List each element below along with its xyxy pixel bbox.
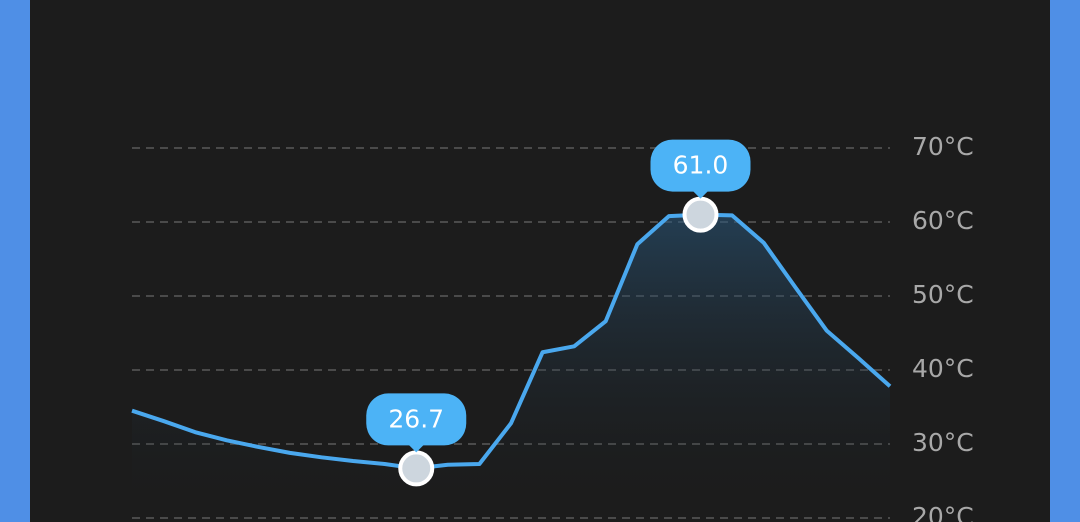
y-tick-label: 40°C [912,354,974,383]
bubble-pointer [408,444,425,453]
y-tick-label: 60°C [912,206,974,235]
line [131,212,892,471]
value-label: 26.7 [388,404,444,433]
y-tick-label: 70°C [912,132,974,161]
value-bubble [650,139,751,192]
y-tick-label: 50°C [912,280,974,309]
value-bubble [366,393,467,446]
point-marker [398,450,435,487]
area [132,214,890,518]
bubble-pointer [692,190,709,199]
point-marker [682,196,719,233]
y-tick-label: 20°C [912,502,974,522]
value-label: 61.0 [673,151,729,180]
y-tick-label: 30°C [912,428,974,457]
